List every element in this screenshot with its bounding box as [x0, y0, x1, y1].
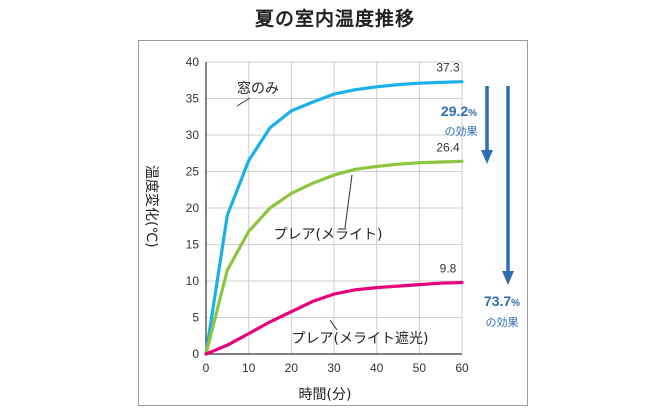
effect-arrows: 29.2% の効果 73.7% の効果: [441, 86, 520, 329]
y-tick-label: 25: [186, 165, 200, 179]
y-tick-label: 30: [186, 128, 200, 142]
y-tick-label: 35: [186, 92, 200, 106]
effect-label: の効果: [486, 315, 519, 329]
series-name-label: プレア(メライト遮光): [292, 331, 429, 347]
series-line-2: [204, 280, 464, 356]
series-name-label: 窓のみ: [237, 80, 279, 97]
y-tick-label: 0: [192, 347, 199, 361]
effect-arrow-1-head: [481, 150, 493, 164]
y-tick-labels: 0 5 10 15 20 25 30 35 40: [186, 55, 200, 361]
effect-arrow-2-head: [502, 271, 514, 285]
y-tick-label: 40: [186, 55, 200, 69]
x-tick-label: 10: [242, 361, 256, 375]
effect-unit: %: [511, 298, 520, 309]
grid-lines: [206, 61, 463, 354]
effect-value: 73.7%: [484, 293, 520, 309]
x-tick-label: 60: [455, 361, 469, 375]
series-line-1: [204, 159, 464, 356]
x-axis-label: 時間(分): [299, 387, 352, 403]
end-value-label: 37.3: [436, 61, 460, 75]
series-name-label: プレア(メライト): [274, 227, 383, 243]
x-tick-labels: 0 10 20 30 40 50 60: [203, 361, 469, 375]
effect-label: の効果: [445, 124, 478, 138]
effect-value: 29.2%: [441, 103, 477, 119]
x-tick-label: 40: [370, 361, 384, 375]
x-tick-label: 0: [203, 361, 210, 375]
series-line-0: [204, 80, 464, 356]
chart-title: 夏の室内温度推移: [254, 8, 415, 30]
x-tick-label: 20: [285, 361, 299, 375]
end-value-label: 9.8: [440, 261, 457, 275]
end-value-label: 26.4: [436, 140, 460, 154]
y-tick-label: 5: [192, 311, 199, 325]
x-tick-label: 50: [413, 361, 427, 375]
y-tick-label: 10: [186, 274, 200, 288]
leader-line: [236, 97, 251, 107]
series-lines: [204, 80, 464, 356]
effect-unit: %: [468, 108, 477, 119]
leader-line: [344, 174, 353, 229]
axes: [205, 62, 462, 355]
y-tick-label: 20: [186, 201, 200, 215]
x-tick-label: 30: [327, 361, 341, 375]
chart-frame: [138, 40, 528, 406]
leader-line: [329, 319, 338, 331]
y-tick-label: 15: [186, 238, 200, 252]
y-axis-label: 温度変化(℃): [143, 165, 160, 248]
